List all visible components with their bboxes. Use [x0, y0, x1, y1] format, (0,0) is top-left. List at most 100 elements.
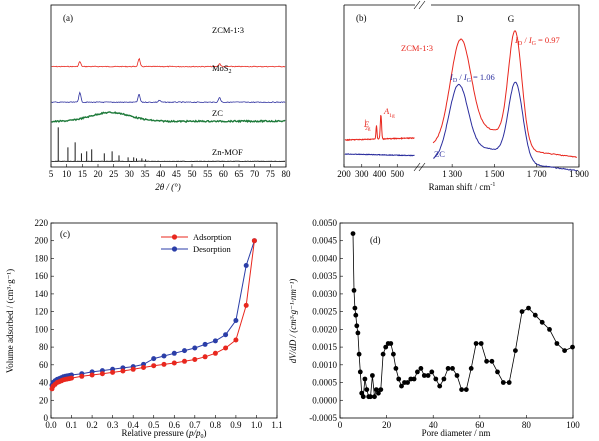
isotherm-point	[243, 263, 249, 268]
raman-x-tick-label: 400	[373, 169, 387, 179]
isotherm-point	[161, 353, 167, 359]
pore-size-point	[463, 387, 469, 392]
raman-series-line	[344, 153, 415, 157]
pore-size-y-tick-label: 0.0015	[312, 342, 337, 352]
isotherm-x-tick-label: 0.0	[45, 420, 57, 430]
isotherm-point	[110, 369, 116, 375]
xrd-panel: (a) ZCM-1∶3 MoS2 ZC Zn-MOF 5 10 15 20 25 30 35 40 4…	[49, 4, 291, 192]
xrd-series-line	[51, 91, 286, 104]
pore-size-point	[351, 288, 357, 293]
pore-size-point	[441, 376, 447, 382]
isotherm-y-tick-label: 180	[35, 253, 49, 263]
isotherm-legend: Adsorption Desorption	[161, 232, 232, 254]
xrd-series-name: MoS2	[212, 63, 232, 75]
pore-size-line	[352, 233, 573, 399]
isotherm-x-label: Relative pressure (p/p0)	[122, 428, 207, 440]
raman-panel-label: (b)	[356, 13, 367, 23]
isotherm-point	[120, 368, 126, 374]
isotherm-panel: (c) 0.0 0.1 0.2 0.3 0.4 0.5 0.6 0.7 0.8 0.9 1.0 1.1…	[5, 218, 283, 440]
isotherm-point	[141, 365, 146, 370]
pore-size-point	[373, 387, 379, 392]
raman-series-line	[344, 114, 415, 142]
raman-x-tick-label: 300	[355, 169, 369, 179]
isotherm-point	[151, 363, 157, 369]
xrd-x-ticks: 5 10 15 20 25 30 35 40 45 50 55 60 65 70 75 80	[49, 164, 291, 179]
xrd-x-tick-label: 30	[125, 169, 135, 179]
pore-size-panel: (d) 0 20 40 60 80 100 -0.0005 0.0000 0.0005 0.001…	[288, 218, 580, 438]
xrd-x-tick-label: 80	[282, 169, 292, 179]
isotherm-point	[223, 332, 229, 338]
xrd-x-tick-label: 60	[219, 169, 229, 179]
pore-size-y-tick-label: 0.0035	[312, 271, 337, 281]
pore-size-point	[388, 341, 394, 346]
pore-size-point	[450, 366, 455, 371]
isotherm-point	[182, 348, 187, 354]
d-band-label: D	[457, 14, 464, 24]
xrd-x-tick-label: 65	[235, 169, 245, 179]
xrd-x-tick-label: 25	[109, 169, 119, 179]
pore-size-point	[433, 376, 439, 382]
xrd-series-name: ZCM-1∶3	[212, 25, 244, 35]
pore-size-point	[372, 394, 377, 400]
isotherm-point	[171, 350, 177, 356]
pore-size-point	[383, 344, 389, 350]
pore-size-point	[391, 351, 396, 357]
raman-series-group	[344, 30, 578, 172]
pore-size-x-tick-label: 60	[475, 420, 485, 430]
raman-series-name-zc: ZC	[434, 149, 445, 159]
pore-size-point	[411, 376, 417, 382]
isotherm-point	[233, 318, 239, 323]
pore-size-point	[532, 312, 538, 318]
pore-size-point	[350, 231, 356, 237]
raman-x-tick-label: 1 700	[527, 169, 547, 179]
pore-size-point	[570, 344, 575, 350]
pore-size-y-label: dV/dD / (cm³·g⁻¹·nm⁻¹)	[288, 279, 298, 364]
pore-size-x-label: Pore diameter / nm	[422, 428, 491, 438]
isotherm-y-tick-label: 100	[35, 324, 49, 334]
xrd-x-tick-label: 20	[94, 169, 104, 179]
isotherm-point	[212, 350, 218, 356]
pore-size-point	[478, 341, 484, 346]
pore-size-y-tick-label: -0.0005	[309, 413, 337, 423]
pore-size-point	[519, 309, 525, 314]
isotherm-y-tick-label: 160	[35, 271, 49, 281]
raman-series-line	[432, 30, 577, 158]
xrd-x-tick-label: 5	[49, 169, 54, 179]
pore-size-point	[399, 383, 404, 389]
isotherm-point	[202, 341, 208, 347]
pore-size-point	[418, 366, 424, 371]
isotherm-y-tick-label: 120	[35, 307, 49, 317]
pore-size-point	[547, 327, 552, 332]
pore-size-point	[484, 358, 489, 364]
isotherm-point	[251, 238, 257, 244]
pore-size-ticks: 0 20 40 60 80 100 -0.0005 0.0000 0.0005 0.0010 0.0…	[309, 218, 580, 430]
pore-size-point	[415, 369, 420, 375]
isotherm-point	[89, 372, 95, 378]
pore-size-point	[445, 366, 451, 371]
isotherm-x-tick-label: 0.7	[189, 420, 201, 430]
pore-size-frame	[339, 222, 574, 419]
xrd-series-line	[51, 57, 286, 68]
xrd-frame	[50, 4, 287, 168]
pore-size-point	[360, 394, 366, 400]
isotherm-x-tick-label: 1.0	[251, 420, 263, 430]
isotherm-point	[151, 356, 157, 362]
raman-x-tick-label: 1 900	[569, 169, 589, 179]
pore-size-point	[376, 390, 381, 396]
isotherm-y-tick-label: 0	[44, 413, 49, 423]
isotherm-point	[182, 358, 187, 364]
xrd-x-tick-label: 50	[188, 169, 198, 179]
pore-size-y-tick-label: 0.0010	[312, 360, 337, 370]
id-ig-ratio-zc: ID / IG = 1.06	[449, 72, 495, 84]
pore-size-point	[554, 341, 560, 346]
isotherm-y-tick-label: 80	[39, 342, 49, 352]
pore-size-point	[421, 373, 427, 378]
pore-size-point	[380, 351, 386, 357]
isotherm-x-tick-label: 0.1	[66, 420, 77, 430]
pore-size-point	[396, 376, 402, 382]
isotherm-x-tick-label: 0.5	[148, 420, 160, 430]
isotherm-y-tick-label: 60	[39, 360, 49, 370]
pore-size-point	[368, 394, 373, 400]
isotherm-point	[233, 337, 239, 343]
